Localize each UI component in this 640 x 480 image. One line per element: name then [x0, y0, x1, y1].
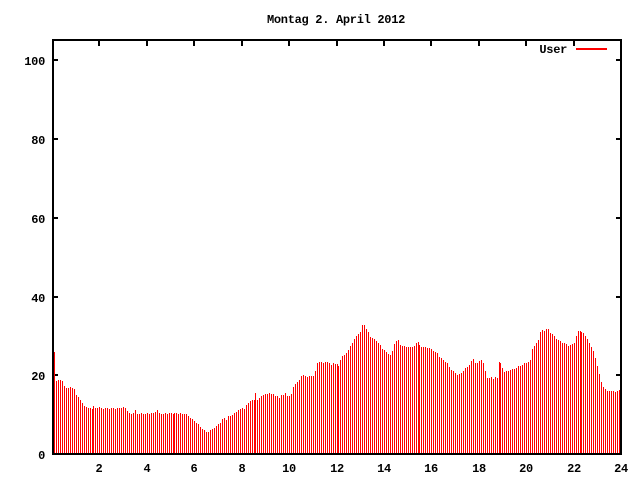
svg-text:20: 20: [519, 462, 533, 476]
svg-text:12: 12: [330, 462, 344, 476]
svg-text:14: 14: [377, 462, 391, 476]
svg-text:16: 16: [424, 462, 438, 476]
svg-text:22: 22: [567, 462, 581, 476]
svg-text:60: 60: [31, 213, 45, 227]
svg-text:80: 80: [31, 134, 45, 148]
svg-text:40: 40: [31, 292, 45, 306]
svg-text:0: 0: [38, 449, 45, 463]
svg-text:18: 18: [472, 462, 486, 476]
svg-text:Montag 2. April 2012: Montag 2. April 2012: [267, 13, 405, 27]
svg-text:4: 4: [144, 462, 151, 476]
svg-text:User: User: [539, 43, 567, 57]
svg-text:6: 6: [191, 462, 198, 476]
svg-text:8: 8: [239, 462, 246, 476]
svg-text:20: 20: [31, 370, 45, 384]
svg-text:100: 100: [24, 55, 45, 69]
svg-text:24: 24: [614, 462, 628, 476]
svg-text:10: 10: [282, 462, 296, 476]
svg-text:2: 2: [96, 462, 103, 476]
